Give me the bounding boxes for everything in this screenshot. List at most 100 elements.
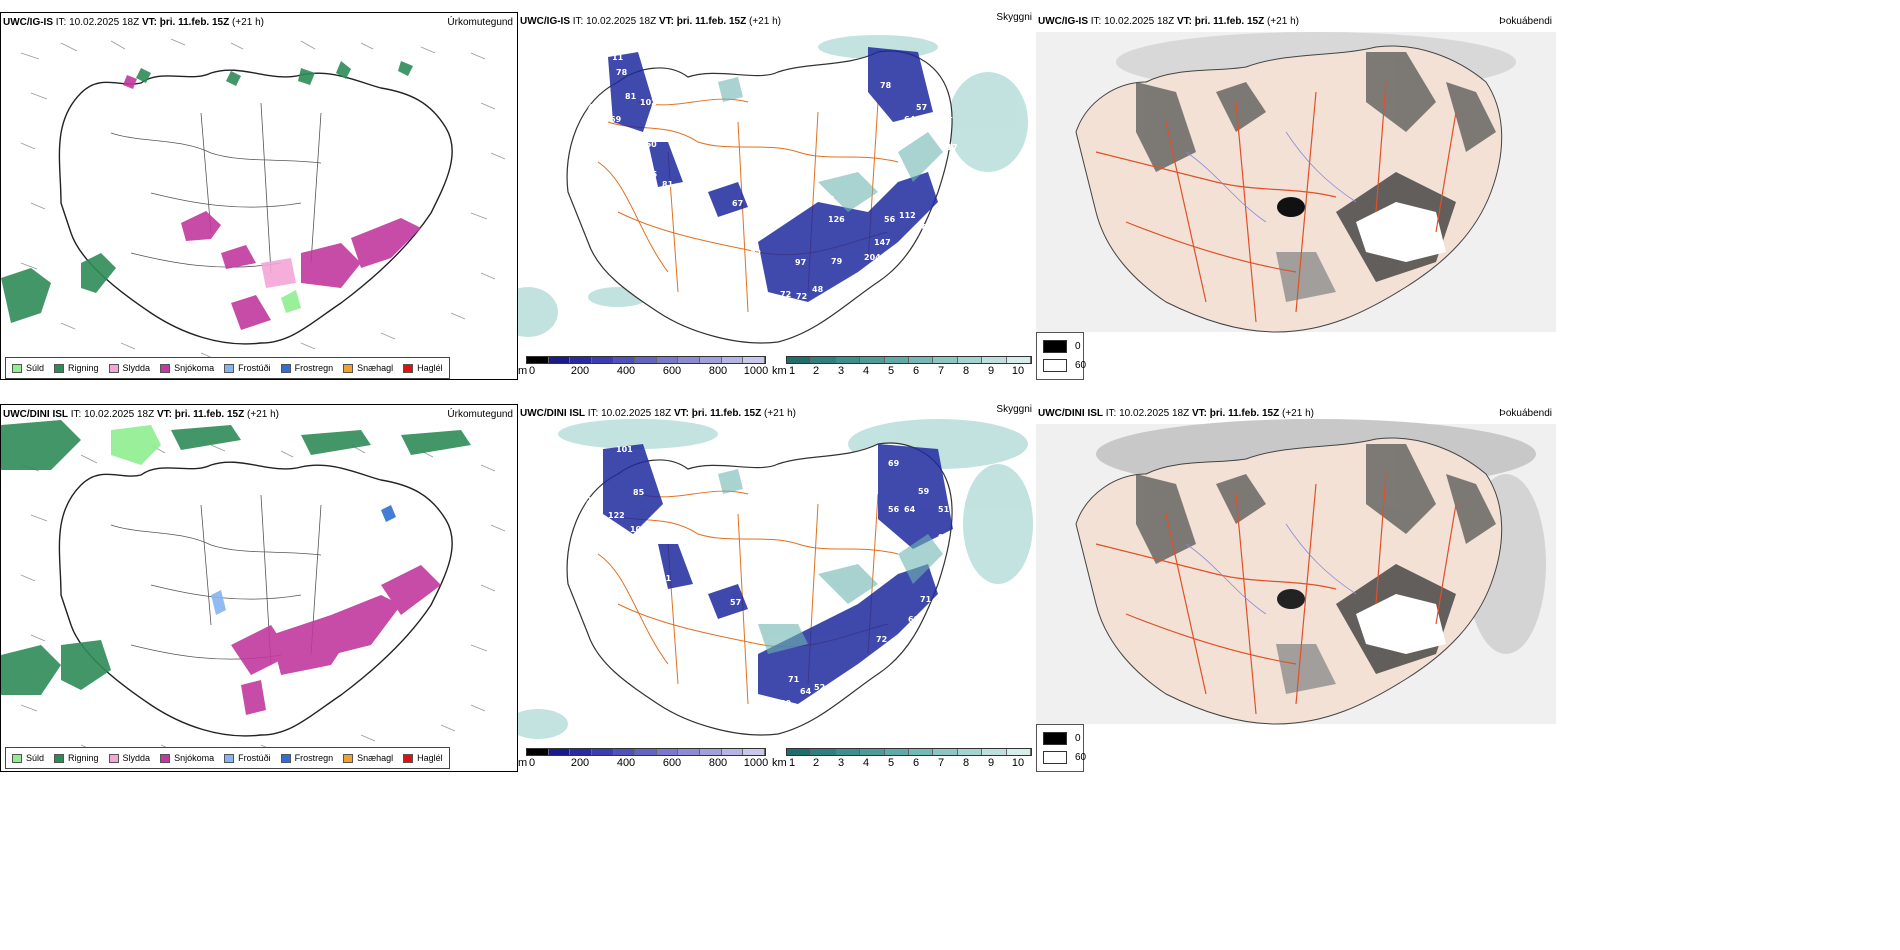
fog-index-legend-row2: 0 60 (1036, 724, 1086, 772)
tick-label: 10 (1011, 757, 1025, 769)
vis-value-label: 153 (748, 285, 765, 294)
height-colorbar-strip (526, 356, 766, 364)
legend-swatch (1043, 732, 1067, 745)
fog-legend-item: 0 (1043, 732, 1081, 745)
vis-value-label: 92 (774, 593, 785, 602)
vis-value-label: 160 (640, 140, 657, 149)
iceland-precip-map (1, 420, 506, 752)
vis-value-label: 101 (936, 111, 953, 120)
vis-value-label: 122 (608, 511, 625, 520)
vis-value-label: 99 (774, 203, 786, 212)
tick-label: 6 (912, 757, 920, 769)
legend-item: Rigning (54, 753, 99, 763)
vis-value-label: 112 (899, 211, 916, 220)
variable-label: Úrkomutegund (447, 17, 513, 28)
legend-item: Frostregn (280, 363, 333, 373)
iceland-fog-map (1036, 32, 1556, 333)
tick-label: 4 (862, 757, 870, 769)
legend-swatch (1043, 359, 1067, 372)
vis-value-label: 26 (586, 496, 598, 505)
tick-label: 9 (987, 365, 995, 377)
vis-value-label: 49 (780, 699, 792, 708)
panel-title: UWC/DINI ISL IT: 10.02.2025 18Z VT: þri.… (3, 409, 279, 420)
tick-label: 600 (662, 365, 682, 377)
vis-value-label: 81 (660, 574, 672, 583)
legend-swatch (108, 753, 119, 763)
height-colorbar-strip (526, 748, 766, 756)
legend-item: Haglél (403, 363, 443, 373)
vis-value-label: 81 (722, 223, 734, 232)
vis-value-label: 72 (780, 290, 791, 299)
visibility-colorbar-row1: km 1 2 3 4 5 6 7 8 9 10 (772, 356, 1034, 380)
vis-value-label: 57 (916, 103, 927, 112)
legend-swatch (343, 363, 354, 373)
vis-value-label: 78 (616, 68, 628, 77)
legend-swatch (54, 753, 65, 763)
visibility-ticks: 1 2 3 4 5 6 7 8 9 10 (786, 365, 1032, 379)
visibility-panel-row1: 11 78 81 102 40 69 160 95 81 118 43 67 8… (518, 12, 1036, 380)
vis-value-label: 110 (701, 227, 718, 236)
legend-swatch (54, 363, 65, 373)
precip-panel-row1: UWC/IG-IS IT: 10.02.2025 18Z VT: þri. 11… (0, 12, 518, 380)
vis-value-label: 43 (546, 197, 557, 206)
vis-value-label: 72 (876, 635, 887, 644)
vis-value-label: 67 (868, 661, 879, 670)
vis-value-label: 64 (800, 687, 812, 696)
iceland-visibility-map: 11 78 81 102 40 69 160 95 81 118 43 67 8… (518, 35, 1028, 344)
vis-value-label: 69 (888, 459, 900, 468)
legend-item: Súld (12, 363, 44, 373)
legend-swatch (343, 753, 354, 763)
vis-value-label: 52 (814, 683, 825, 692)
height-unit: m (518, 757, 528, 769)
vis-value-label: 56 (888, 505, 900, 514)
fog-legend-item: 0 (1043, 340, 1081, 353)
vis-value-label: 95 (646, 170, 658, 179)
vis-value-label: 11 (612, 53, 624, 62)
legend-swatch (108, 363, 119, 373)
legend-swatch (160, 363, 171, 373)
vis-value-label: 71 (788, 675, 800, 684)
vis-value-label: 117 (941, 143, 958, 152)
tick-label: 200 (570, 757, 590, 769)
tick-label: 2 (812, 365, 820, 377)
tick-label: 0 (528, 365, 536, 377)
legend-swatch (1043, 340, 1067, 353)
vis-value-label: 108 (630, 525, 647, 534)
tick-label: 4 (862, 365, 870, 377)
tick-label: 1000 (743, 365, 769, 377)
fog-legend-item: 60 (1043, 751, 1086, 764)
tick-label: 9 (987, 757, 995, 769)
legend-item: Slydda (108, 363, 150, 373)
iceland-visibility-map: 101 85 26 122 108 37 38 107 81 57 92 570… (518, 419, 1033, 739)
legend-item: Frostúði (224, 753, 271, 763)
vis-value-label: 107 (636, 560, 653, 569)
iceland-fog-map (1036, 419, 1556, 725)
legend-item: Snæhagl (343, 753, 393, 763)
vis-value-label: 72 (796, 292, 807, 301)
tick-label: 10 (1011, 365, 1025, 377)
tick-label: 400 (616, 365, 636, 377)
tick-label: 8 (962, 757, 970, 769)
vis-value-label: 136 (818, 195, 835, 204)
vis-value-label: 59 (744, 317, 756, 326)
vis-value-label: 71 (920, 595, 932, 604)
legend-item: Snæhagl (343, 363, 393, 373)
legend-swatch (12, 753, 22, 763)
height-ticks: 0 200 400 600 800 1000 (526, 365, 769, 379)
tick-label: 0 (528, 757, 536, 769)
tick-label: 5 (887, 365, 895, 377)
legend-item: Haglél (403, 753, 443, 763)
vis-value-label: 102 (640, 98, 657, 107)
panel-title: UWC/IG-IS IT: 10.02.2025 18Z VT: þri. 11… (1038, 16, 1299, 27)
legend-item: Frostregn (280, 753, 333, 763)
vis-value-label: 166 (916, 223, 933, 232)
panel-title: UWC/IG-IS IT: 10.02.2025 18Z VT: þri. 11… (3, 17, 264, 28)
tick-label: 400 (616, 757, 636, 769)
tick-label: 6 (912, 365, 920, 377)
vis-value-label: 118 (598, 185, 615, 194)
variable-label: Þokuábendi (1499, 408, 1552, 419)
fog-legend-item: 60 (1043, 359, 1086, 372)
legend-swatch (160, 753, 171, 763)
legend-swatch (280, 753, 291, 763)
variable-label: Skyggni (996, 404, 1032, 415)
